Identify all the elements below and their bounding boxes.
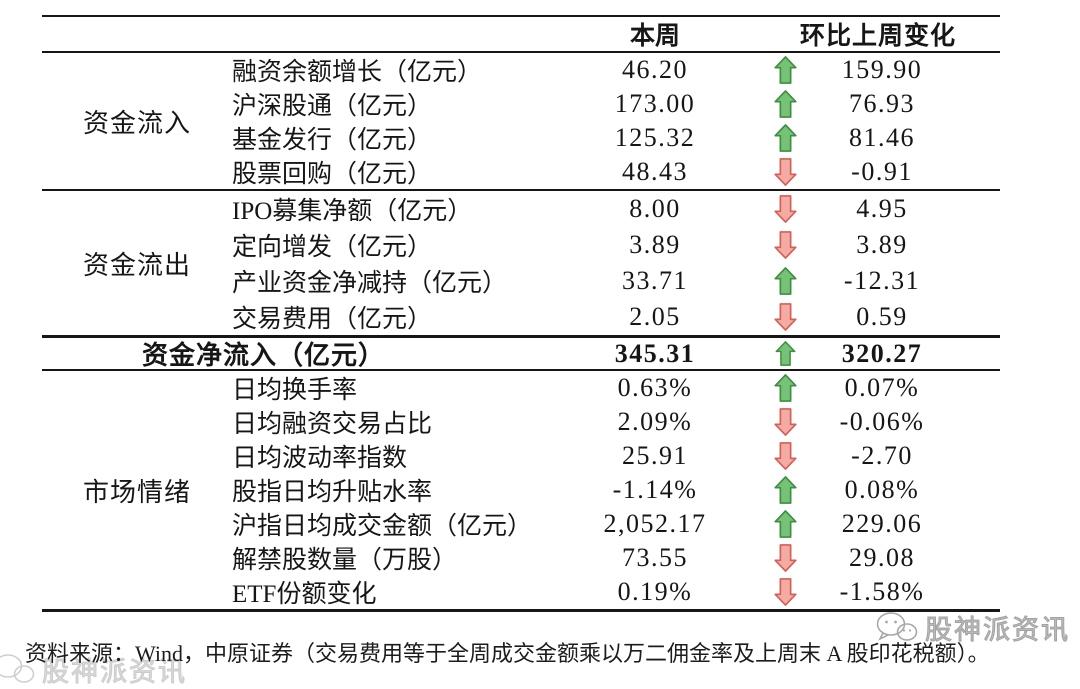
this-week-value: 46.20 xyxy=(622,55,688,84)
row-label: IPO募集净额（亿元） xyxy=(232,198,473,225)
this-week-value: 3.89 xyxy=(629,230,681,259)
section-label-fund-inflow: 资金流入 xyxy=(82,108,191,138)
row-label: 融资余额增长（亿元） xyxy=(232,59,483,86)
this-week-value: 125.32 xyxy=(614,123,696,152)
row-label: 交易费用（亿元） xyxy=(232,306,433,333)
section-rows: 融资余额增长（亿元） 46.20 159.90 沪深股通（亿元） 173.00 … xyxy=(232,53,1000,189)
trend-arrow xyxy=(745,442,826,470)
table-row: 定向增发（亿元） 3.89 3.89 xyxy=(232,227,1000,263)
row-label: 股指日均升贴水率 xyxy=(232,479,433,506)
trend-arrow xyxy=(745,56,826,84)
change-value: 4.95 xyxy=(856,194,908,223)
this-week-value: 2,052.17 xyxy=(603,509,707,538)
change-value: -1.58% xyxy=(839,577,925,606)
trend-arrow xyxy=(745,341,826,366)
fund-flow-table: 本周 环比上周变化 资金流入 融资余额增长（亿元） 46.20 159.90 沪… xyxy=(42,15,1000,612)
table-row: 日均换手率 0.63% 0.07% xyxy=(232,371,1000,405)
column-header-this-week: 本周 xyxy=(629,23,680,50)
row-label: 日均融资交易占比 xyxy=(232,411,433,438)
row-label: 定向增发（亿元） xyxy=(232,234,433,261)
trend-arrow xyxy=(745,303,826,331)
row-label: 解禁股数量（万股） xyxy=(232,547,458,574)
row-label: 日均换手率 xyxy=(232,377,358,404)
row-label: 股票回购（亿元） xyxy=(232,161,433,188)
change-value: 159.90 xyxy=(841,55,923,84)
table-row: 日均融资交易占比 2.09% -0.06% xyxy=(232,405,1000,439)
section-label-market-sentiment: 市场情绪 xyxy=(82,477,191,507)
this-week-value: 48.43 xyxy=(622,157,688,186)
row-label: 沪深股通（亿元） xyxy=(232,93,433,120)
watermark-top-right: 股神派资讯 xyxy=(875,608,1070,647)
table-row: IPO募集净额（亿元） 8.00 4.95 xyxy=(232,191,1000,227)
this-week-value: 173.00 xyxy=(614,89,696,118)
change-value: 29.08 xyxy=(849,543,915,572)
change-value: -12.31 xyxy=(843,266,921,295)
section-label-fund-outflow: 资金流出 xyxy=(82,250,191,280)
change-value: 3.89 xyxy=(856,230,908,259)
table-row: 股票回购（亿元） 48.43 -0.91 xyxy=(232,155,1000,189)
table-row: 解禁股数量（万股） 73.55 29.08 xyxy=(232,541,1000,575)
row-label: 沪指日均成交金额（亿元） xyxy=(232,513,533,540)
table-row: 日均波动率指数 25.91 -2.70 xyxy=(232,439,1000,473)
trend-arrow xyxy=(745,544,826,572)
trend-arrow xyxy=(745,476,826,504)
row-label: 产业资金净减持（亿元） xyxy=(232,270,508,297)
this-week-value: 0.63% xyxy=(617,373,693,402)
this-week-value: 2.05 xyxy=(629,302,681,331)
trend-arrow xyxy=(745,267,826,295)
table-row: ETF份额变化 0.19% -1.58% xyxy=(232,575,1000,609)
change-value: -0.91 xyxy=(851,157,913,186)
change-value: 229.06 xyxy=(841,509,923,538)
table-row: 交易费用（亿元） 2.05 0.59 xyxy=(232,299,1000,335)
trend-arrow xyxy=(745,578,826,606)
change-value: 81.46 xyxy=(849,123,915,152)
table-row: 基金发行（亿元） 125.32 81.46 xyxy=(232,121,1000,155)
table-header-row: 本周 环比上周变化 xyxy=(42,17,1000,53)
trend-arrow xyxy=(745,374,826,402)
this-week-value: 345.31 xyxy=(614,338,696,368)
trend-arrow xyxy=(745,90,826,118)
change-value: 0.07% xyxy=(844,373,920,402)
trend-arrow xyxy=(745,195,826,223)
watermark-text: 股神派资讯 xyxy=(925,615,1070,646)
row-label: 日均波动率指数 xyxy=(232,445,408,472)
change-value: -0.06% xyxy=(839,407,925,436)
this-week-value: 8.00 xyxy=(629,194,681,223)
table-row: 沪深股通（亿元） 173.00 76.93 xyxy=(232,87,1000,121)
this-week-value: 73.55 xyxy=(622,543,688,572)
section-fund-inflow: 资金流入 融资余额增长（亿元） 46.20 159.90 沪深股通（亿元） 17… xyxy=(42,53,1000,191)
source-note: 资料来源：Wind，中原证券（交易费用等于全周成交金额乘以万二佣金率及上周末 A… xyxy=(25,641,990,666)
section-market-sentiment: 市场情绪 日均换手率 0.63% 0.07% 日均融资交易占比 2.09% -0… xyxy=(42,371,1000,612)
summary-label: 资金净流入（亿元） xyxy=(142,341,386,370)
trend-arrow xyxy=(745,510,826,538)
column-header-wow-change: 环比上周变化 xyxy=(800,23,957,50)
table-row: 沪指日均成交金额（亿元） 2,052.17 229.06 xyxy=(232,507,1000,541)
summary-row-net-inflow: 资金净流入（亿元） 345.31 320.27 xyxy=(42,338,1000,371)
trend-arrow xyxy=(745,408,826,436)
table-row: 产业资金净减持（亿元） 33.71 -12.31 xyxy=(232,263,1000,299)
row-label: ETF份额变化 xyxy=(232,581,377,608)
change-value: 320.27 xyxy=(841,338,923,368)
this-week-value: 2.09% xyxy=(617,407,693,436)
change-value: 76.93 xyxy=(849,89,915,118)
this-week-value: -1.14% xyxy=(612,475,698,504)
table-row: 融资余额增长（亿元） 46.20 159.90 xyxy=(232,53,1000,87)
change-value: -2.70 xyxy=(851,441,913,470)
change-value: 0.08% xyxy=(844,475,920,504)
this-week-value: 0.19% xyxy=(617,577,693,606)
table-row: 股指日均升贴水率 -1.14% 0.08% xyxy=(232,473,1000,507)
trend-arrow xyxy=(745,231,826,259)
trend-arrow xyxy=(745,124,826,152)
row-label: 基金发行（亿元） xyxy=(232,127,433,154)
wechat-icon xyxy=(875,611,919,645)
section-rows: 日均换手率 0.63% 0.07% 日均融资交易占比 2.09% -0.06% … xyxy=(232,371,1000,609)
section-rows: IPO募集净额（亿元） 8.00 4.95 定向增发（亿元） 3.89 3.89… xyxy=(232,191,1000,335)
trend-arrow xyxy=(745,158,826,186)
section-fund-outflow: 资金流出 IPO募集净额（亿元） 8.00 4.95 定向增发（亿元） 3.89… xyxy=(42,191,1000,338)
this-week-value: 25.91 xyxy=(622,441,688,470)
this-week-value: 33.71 xyxy=(622,266,688,295)
change-value: 0.59 xyxy=(856,302,908,331)
